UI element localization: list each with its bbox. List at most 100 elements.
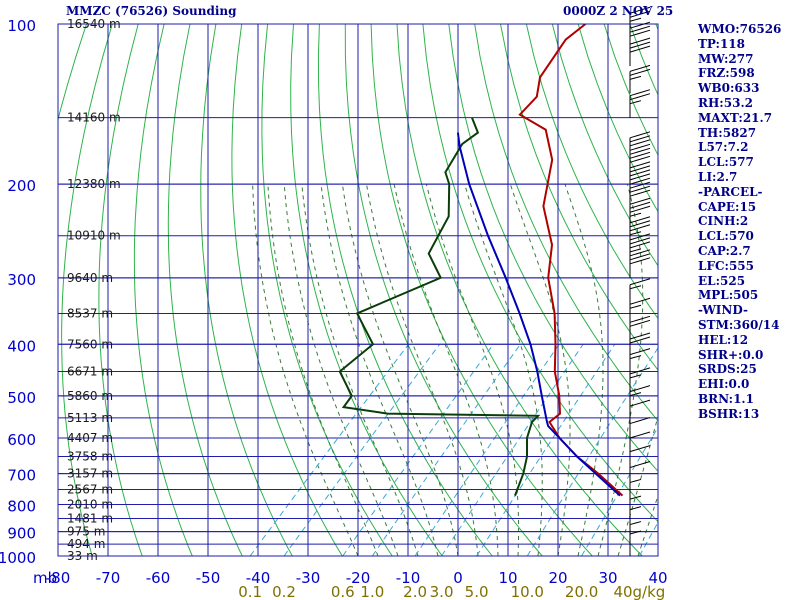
wind-barb-full: [629, 385, 651, 393]
wind-barb: [629, 64, 651, 94]
wind-barb-full: [629, 151, 651, 159]
height-label: 6671 m: [67, 365, 113, 379]
moist-adiabat-line: [464, 183, 543, 556]
wind-barb-full: [629, 189, 651, 197]
height-label: 9640 m: [67, 271, 113, 285]
mixing-ratio-label: 10.0: [511, 583, 544, 600]
wind-barb-full: [629, 6, 651, 14]
wind-barb: [629, 348, 651, 377]
wind-barb-full: [629, 181, 651, 189]
temperature-tick-label: 20: [548, 569, 567, 587]
height-label: 10910 m: [67, 229, 121, 243]
height-label: 1481 m: [67, 511, 113, 525]
temperature-profile-line: [518, 24, 624, 497]
wind-barb-full: [629, 143, 651, 151]
wind-barb: [629, 461, 651, 490]
wind-barb-half: [629, 17, 642, 22]
chart-title: MMZC (76526) Sounding: [66, 4, 237, 18]
stat-row: CAPE:15: [698, 199, 757, 214]
mixing-ratio-line: [342, 344, 494, 556]
mixing-ratio-label: 0.1: [238, 583, 262, 600]
moist-adiabat-line: [425, 183, 520, 556]
stat-row: BRN:1.1: [698, 391, 754, 406]
height-label: 2567 m: [67, 483, 113, 497]
wind-barb-full: [629, 155, 651, 163]
wind-barb: [629, 521, 642, 547]
wind-barb-half: [629, 495, 642, 500]
wind-barb-full: [629, 45, 651, 53]
moist-adiabat-line: [509, 183, 571, 556]
temperature-tick-label: -20: [346, 569, 371, 587]
moist-adiabat-line: [393, 183, 499, 556]
mixing-ratio-label: 0.2: [272, 583, 296, 600]
wind-barb-full: [629, 177, 651, 185]
pressure-tick-label: 900: [7, 525, 36, 543]
wind-barb: [629, 143, 651, 173]
wind-barb-full: [629, 161, 651, 169]
wind-barb-half: [629, 355, 642, 360]
stat-row: CAP:2.7: [698, 243, 751, 258]
stat-row: CINH:2: [698, 214, 749, 229]
moist-adiabat-line: [341, 184, 459, 556]
stat-row: EL:525: [698, 273, 746, 288]
wind-barb-full: [629, 257, 651, 265]
wind-barb-full: [629, 21, 651, 29]
stat-row: MPL:505: [698, 288, 759, 303]
wind-barb-full: [629, 93, 651, 101]
stat-row: TH:5827: [698, 125, 757, 140]
wind-barb-full: [629, 297, 651, 305]
mixing-ratio-line: [283, 344, 441, 556]
stats-panel: WMO:76526 TP:118 MW:277 FRZ:598 WB0:633 RH:53…: [698, 22, 798, 422]
wind-barb-full: [629, 25, 651, 33]
wind-barb-half: [629, 506, 642, 511]
mixing-ratio-label: 20.0: [565, 583, 598, 600]
wind-barb-full: [629, 319, 651, 327]
pressure-tick-label: 1000: [0, 549, 36, 567]
wind-barb-full: [629, 10, 651, 18]
wind-barb: [629, 21, 651, 51]
temperature-tick-label: -40: [246, 569, 271, 587]
pressure-unit-label: mb: [33, 569, 57, 587]
mixing-ratio-label: 1.0: [360, 583, 384, 600]
wind-barb-full: [629, 147, 651, 155]
temperature-tick-label: -50: [196, 569, 221, 587]
temperature-tick-label: -80: [46, 569, 71, 587]
wind-barb: [629, 297, 651, 327]
moist-adiabat-line: [597, 183, 644, 556]
temperature-tick-label: 30: [598, 569, 617, 587]
wind-barb-full: [629, 201, 651, 209]
wind-barb-half: [629, 374, 642, 379]
stat-row: MW:277: [698, 51, 754, 66]
height-label: 2010 m: [67, 497, 113, 511]
moist-adiabat-line: [617, 414, 658, 556]
wind-barb-full: [629, 399, 651, 407]
moist-adiabat-line: [301, 184, 419, 556]
wind-barb: [629, 367, 651, 396]
height-label: 16540 m: [67, 17, 121, 31]
mixing-ratio-line: [371, 344, 521, 556]
wind-barb-full: [629, 135, 651, 143]
wind-barb: [629, 506, 642, 532]
wind-barb: [629, 332, 651, 362]
stat-row: WB0:633: [698, 81, 760, 96]
wind-barb-full: [629, 431, 651, 439]
wind-barb-full: [629, 224, 651, 232]
moist-adiabat-line: [283, 184, 399, 556]
temperature-tick-label: -30: [296, 569, 321, 587]
stat-row: LI:2.7: [698, 169, 738, 184]
stat-row: EHI:0.0: [698, 377, 750, 392]
wind-barb-full: [629, 169, 651, 177]
wind-barb-half: [629, 530, 642, 535]
wind-barb-half: [629, 212, 642, 217]
height-label: 5860 m: [67, 389, 113, 403]
wind-barb-half: [629, 75, 642, 80]
pressure-tick-label: 300: [7, 271, 36, 289]
wind-barb-full: [629, 64, 651, 72]
temperature-tick-label: -70: [96, 569, 121, 587]
height-label: 33 m: [67, 549, 98, 563]
wind-barb-full: [629, 29, 651, 37]
moist-adiabat-line: [366, 184, 479, 556]
mixing-ratio-label: 0.6: [331, 583, 355, 600]
stat-row: LCL:577: [698, 155, 754, 170]
